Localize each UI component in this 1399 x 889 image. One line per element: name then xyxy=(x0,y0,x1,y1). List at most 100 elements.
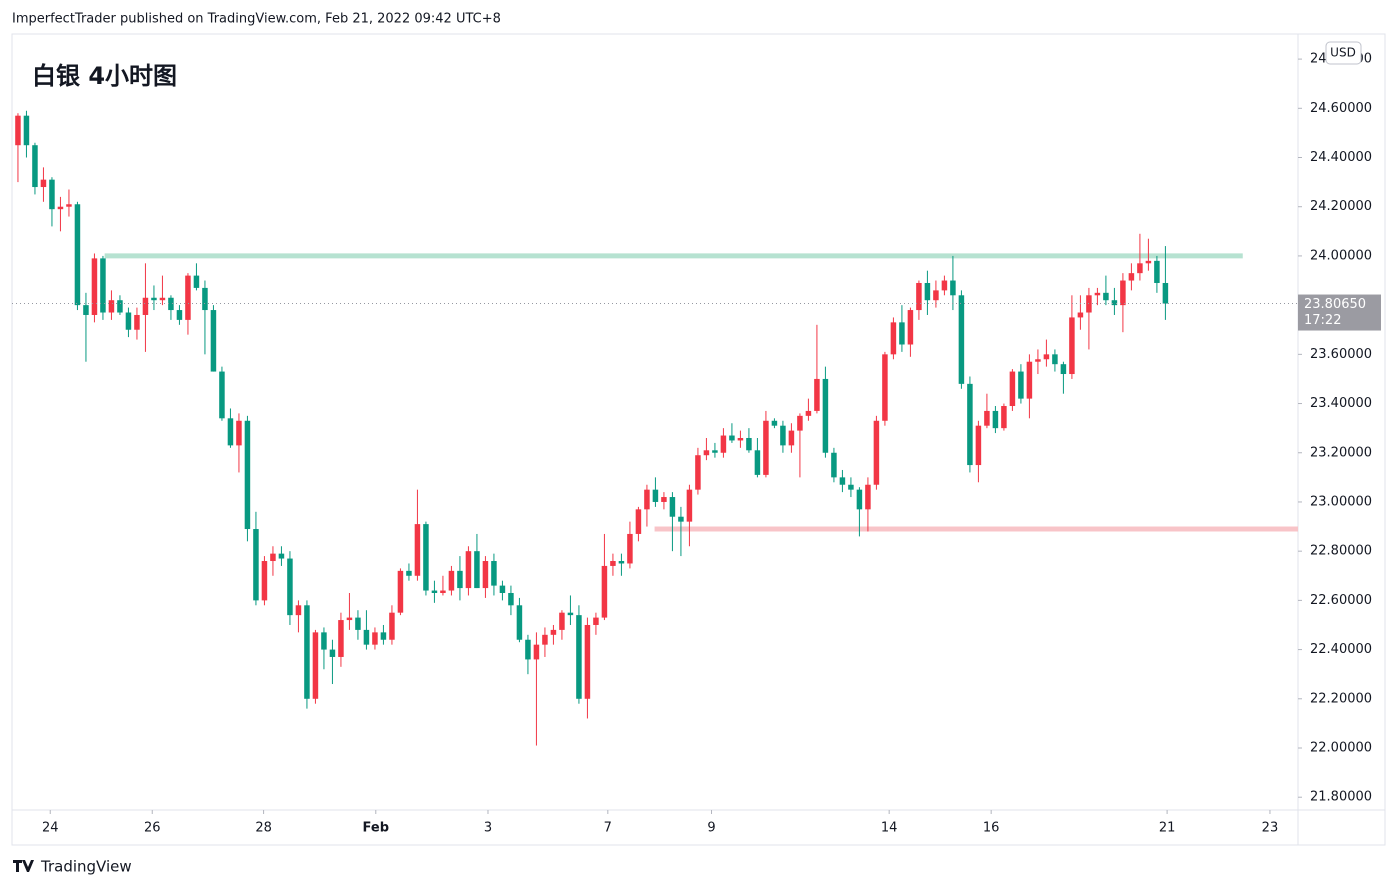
candle-body xyxy=(924,282,931,301)
candle-body xyxy=(746,437,752,451)
candle-body xyxy=(814,378,820,411)
candle-body xyxy=(839,477,846,485)
candle-body xyxy=(23,115,30,146)
candle-body xyxy=(678,516,684,522)
candle-body xyxy=(882,354,888,421)
candle-body xyxy=(49,179,55,210)
candle-body xyxy=(219,371,225,419)
candle-body xyxy=(567,612,574,616)
y-tick-label: 24.00000 xyxy=(1310,248,1372,263)
candle-body xyxy=(125,312,132,330)
candle-body xyxy=(907,310,914,345)
candle-body xyxy=(975,425,982,466)
candle-body xyxy=(967,383,973,466)
candle-body xyxy=(193,275,200,288)
candle-body xyxy=(627,533,633,564)
candle-body xyxy=(363,629,370,645)
candle-body xyxy=(372,632,378,645)
candle-body xyxy=(168,297,174,311)
candle-body xyxy=(618,561,625,564)
candle-body xyxy=(253,529,259,601)
candle-body xyxy=(525,639,531,660)
candle-body xyxy=(304,605,310,699)
x-tick-label: 7 xyxy=(604,821,612,836)
candle-body xyxy=(100,258,106,313)
candle-body xyxy=(754,450,761,475)
currency: USD xyxy=(1330,46,1356,60)
candle-body xyxy=(397,570,404,613)
candle-body xyxy=(142,297,149,315)
candle-body xyxy=(720,435,727,453)
candle-body xyxy=(550,629,557,635)
y-tick-label: 22.40000 xyxy=(1310,642,1372,657)
candle-body xyxy=(423,524,429,591)
candle-body xyxy=(287,558,293,616)
candle-body xyxy=(984,410,990,426)
candle-body xyxy=(1077,312,1084,318)
candle-body xyxy=(159,297,166,301)
y-tick-label: 23.00000 xyxy=(1310,494,1372,509)
candle-body xyxy=(312,632,319,699)
candle-body xyxy=(270,553,276,562)
candle-body xyxy=(465,551,472,589)
candle-body xyxy=(40,179,47,188)
candle-body xyxy=(457,570,463,589)
candle-body xyxy=(1069,317,1075,375)
x-tick-label: 28 xyxy=(255,821,272,836)
y-tick-label: 23.60000 xyxy=(1310,347,1372,362)
candle-body xyxy=(414,524,421,576)
candle-body xyxy=(1128,273,1135,281)
candle-body xyxy=(15,115,21,146)
candle-body xyxy=(236,420,242,446)
candle-body xyxy=(499,585,506,593)
candle-body xyxy=(151,297,157,301)
candle-body xyxy=(355,617,361,630)
candle-body xyxy=(1154,260,1160,283)
plot xyxy=(12,110,1298,746)
candle-body xyxy=(873,420,880,485)
candle-body xyxy=(1103,292,1109,301)
candle-body xyxy=(66,204,72,207)
candle-body xyxy=(686,489,693,522)
candle-body xyxy=(950,280,956,296)
x-tick-label: 3 xyxy=(484,821,492,836)
candle-body xyxy=(389,612,395,640)
candle-body xyxy=(992,410,999,429)
candle-body xyxy=(346,617,353,621)
candle-body xyxy=(1094,292,1101,296)
candle-body xyxy=(593,617,599,625)
candle-body xyxy=(1043,354,1050,360)
candle-body xyxy=(763,420,769,475)
candle-body xyxy=(329,649,336,657)
candle-body xyxy=(916,282,922,311)
candle-body xyxy=(652,489,659,502)
candle-body xyxy=(797,415,803,431)
candle-body xyxy=(338,620,344,657)
candle-body xyxy=(261,561,268,601)
candle-body xyxy=(1111,300,1118,306)
y-tick-label: 24.20000 xyxy=(1310,199,1372,214)
candle-body xyxy=(584,624,591,699)
candle-body xyxy=(644,489,650,510)
candle-body xyxy=(74,204,81,306)
y-tick-label: 22.00000 xyxy=(1310,740,1372,755)
candle-body xyxy=(32,145,38,188)
candle-body xyxy=(831,452,837,478)
candle-body xyxy=(805,410,812,416)
x-tick-label: 21 xyxy=(1159,821,1176,836)
candle-body xyxy=(559,612,565,630)
y-tick-label: 24.60000 xyxy=(1310,101,1372,116)
candle-body xyxy=(1060,364,1067,375)
price-box xyxy=(1298,294,1381,331)
x-tick-label: 26 xyxy=(144,821,161,836)
candle-body xyxy=(958,295,965,384)
candle-body xyxy=(899,322,905,345)
candle-body xyxy=(1001,406,1007,429)
candle-body xyxy=(610,561,616,566)
candle-body xyxy=(380,632,387,640)
candle-body xyxy=(848,484,854,490)
logo xyxy=(13,860,34,872)
y-tick-label: 22.20000 xyxy=(1310,691,1372,706)
